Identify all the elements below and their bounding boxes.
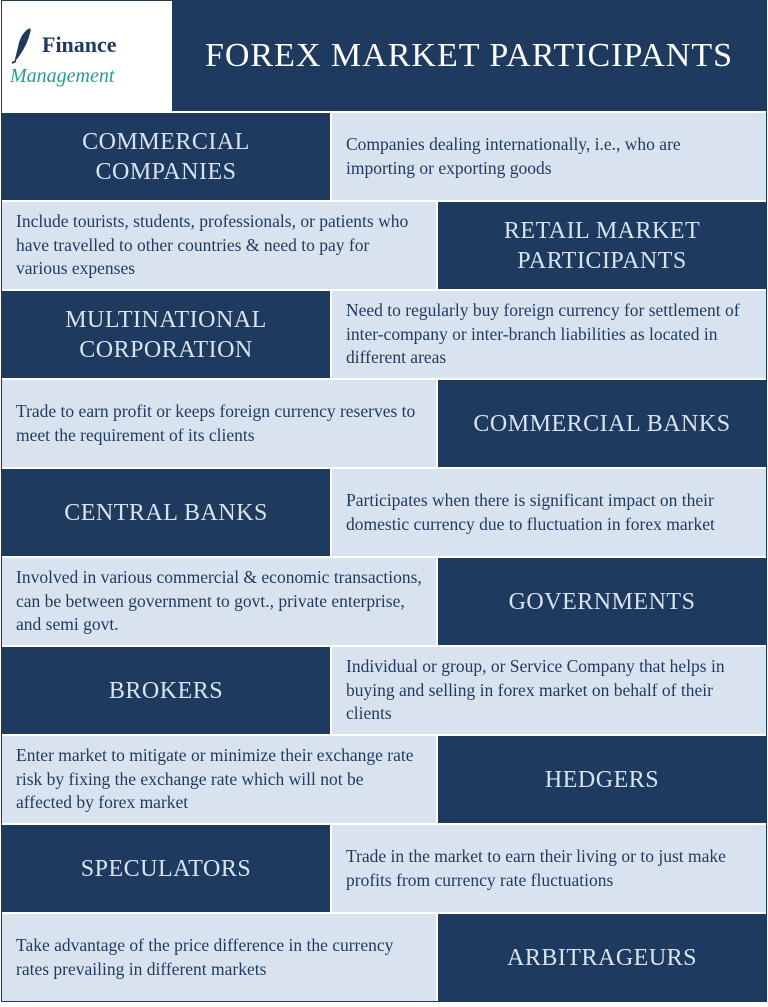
participant-row: BROKERSIndividual or group, or Service C…: [2, 645, 766, 734]
participant-desc: Companies dealing internationally, i.e.,…: [332, 113, 766, 200]
participant-row: MULTINATIONAL CORPORATIONNeed to regular…: [2, 289, 766, 378]
participant-row: Trade to earn profit or keeps foreign cu…: [2, 378, 766, 467]
participant-desc: Trade to earn profit or keeps foreign cu…: [2, 380, 438, 467]
logo-box: Finance Management: [2, 1, 172, 111]
participant-heading: SPECULATORS: [2, 825, 332, 912]
main-title: FOREX MARKET PARTICIPANTS: [172, 1, 766, 111]
header-row: Finance Management FOREX MARKET PARTICIP…: [2, 1, 766, 111]
participant-heading: GOVERNMENTS: [438, 558, 766, 645]
participant-desc: Take advantage of the price difference i…: [2, 914, 438, 1001]
participant-heading: RETAIL MARKET PARTICIPANTS: [438, 202, 766, 289]
participant-row: Take advantage of the price difference i…: [2, 912, 766, 1001]
participant-desc: Trade in the market to earn their living…: [332, 825, 766, 912]
participant-row: COMMERCIAL COMPANIESCompanies dealing in…: [2, 111, 766, 200]
participant-row: Include tourists, students, professional…: [2, 200, 766, 289]
participant-row: CENTRAL BANKSParticipates when there is …: [2, 467, 766, 556]
participant-desc: Involved in various commercial & economi…: [2, 558, 438, 645]
quill-icon: [6, 25, 36, 65]
logo-text-management: Management: [10, 65, 168, 88]
infographic-container: Finance Management FOREX MARKET PARTICIP…: [1, 0, 767, 1002]
participant-heading: COMMERCIAL COMPANIES: [2, 113, 332, 200]
participant-heading: MULTINATIONAL CORPORATION: [2, 291, 332, 378]
participant-desc: Need to regularly buy foreign currency f…: [332, 291, 766, 378]
participant-heading: COMMERCIAL BANKS: [438, 380, 766, 467]
rows-container: COMMERCIAL COMPANIESCompanies dealing in…: [2, 111, 766, 1001]
participant-row: Involved in various commercial & economi…: [2, 556, 766, 645]
participant-heading: HEDGERS: [438, 736, 766, 823]
participant-row: Enter market to mitigate or minimize the…: [2, 734, 766, 823]
participant-heading: CENTRAL BANKS: [2, 469, 332, 556]
participant-row: SPECULATORSTrade in the market to earn t…: [2, 823, 766, 912]
participant-heading: BROKERS: [2, 647, 332, 734]
logo-text-finance: Finance: [42, 32, 117, 58]
participant-heading: ARBITRAGEURS: [438, 914, 766, 1001]
participant-desc: Individual or group, or Service Company …: [332, 647, 766, 734]
participant-desc: Include tourists, students, professional…: [2, 202, 438, 289]
participant-desc: Enter market to mitigate or minimize the…: [2, 736, 438, 823]
participant-desc: Participates when there is significant i…: [332, 469, 766, 556]
